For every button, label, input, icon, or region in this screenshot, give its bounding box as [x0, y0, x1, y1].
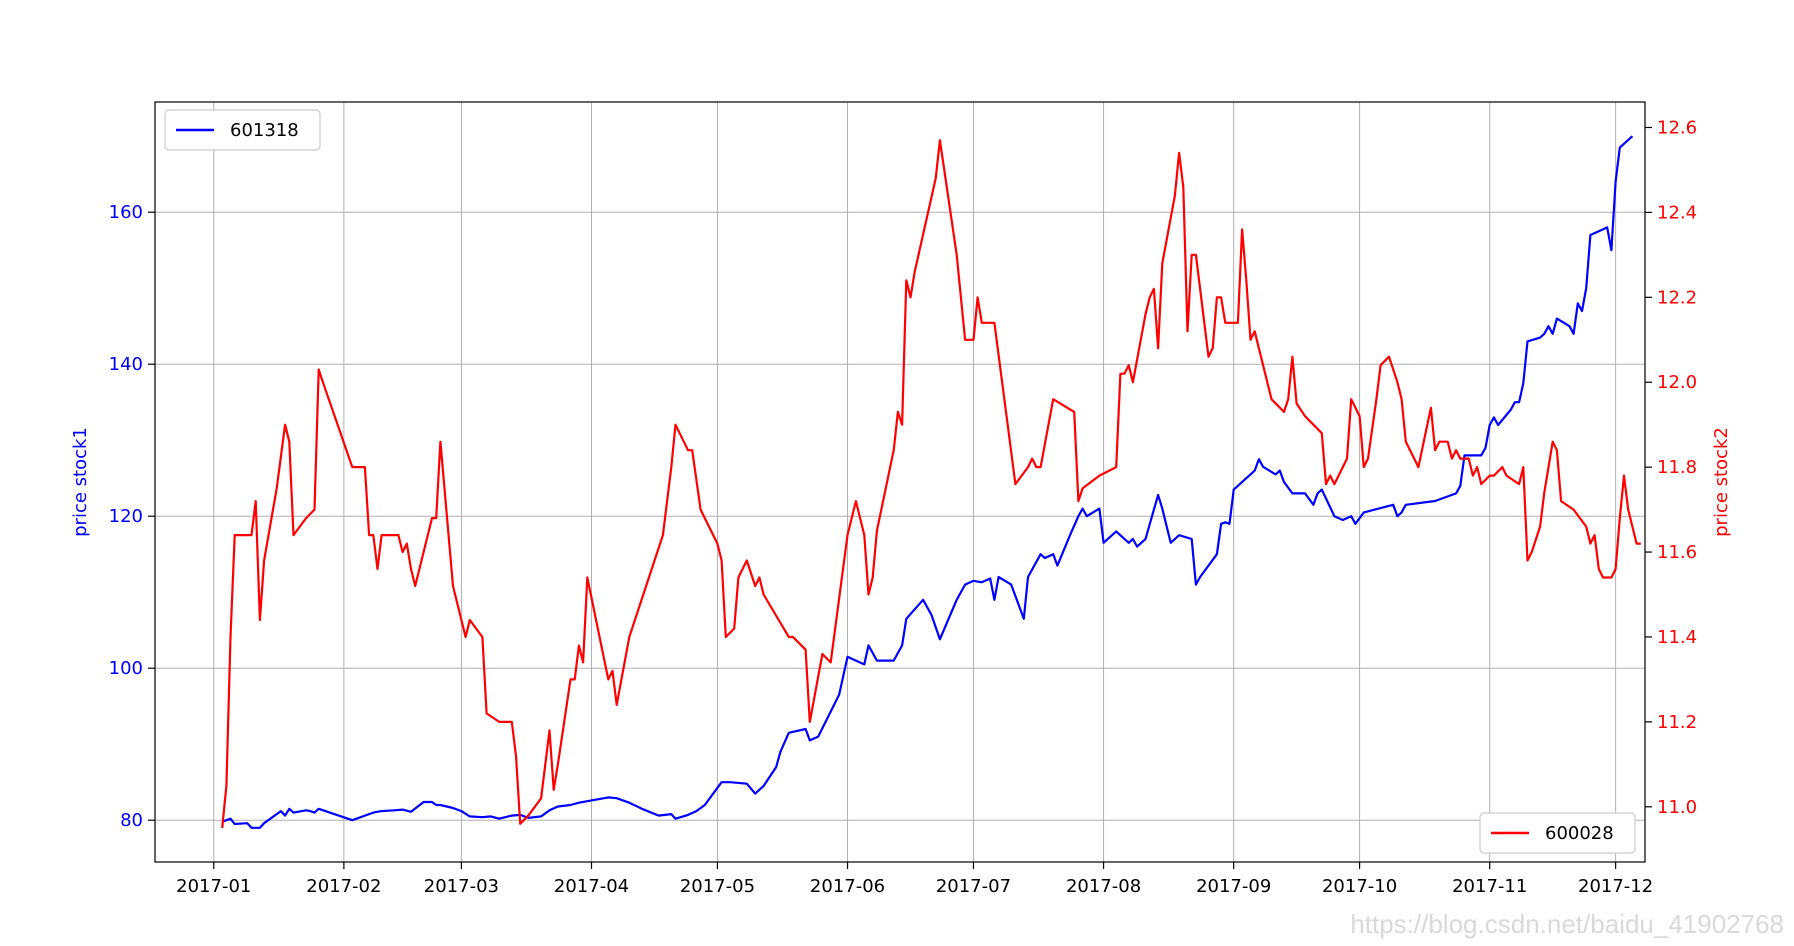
y1-tick-label: 140 — [109, 354, 143, 375]
y2-tick-label: 12.2 — [1657, 287, 1697, 308]
watermark-text: https://blog.csdn.net/baidu_41902768 — [1350, 909, 1784, 939]
x-tick-label: 2017-11 — [1452, 876, 1527, 897]
y1-axis-label: price stock1 — [70, 427, 91, 537]
legend-right: 600028 — [1479, 812, 1636, 854]
y2-axis-right: 11.0 11.2 11.4 11.6 11.8 12.0 12.2 12.4 12.6 — [1645, 117, 1697, 818]
x-tick-label: 2017-04 — [554, 876, 629, 897]
x-tick-label: 2017-10 — [1322, 876, 1397, 897]
y2-tick-label: 12.4 — [1657, 202, 1697, 223]
x-tick-label: 2017-02 — [306, 876, 381, 897]
y2-tick-label: 11.4 — [1657, 627, 1697, 648]
legend-right-box — [1479, 812, 1636, 854]
y2-tick-label: 11.0 — [1657, 797, 1697, 818]
x-tick-label: 2017-03 — [424, 876, 499, 897]
series-line-600028 — [221, 139, 1641, 829]
legend-left-label: 601318 — [230, 120, 299, 141]
y1-tick-label: 160 — [109, 202, 143, 223]
x-tick-label: 2017-09 — [1196, 876, 1271, 897]
y1-tick-label: 100 — [109, 658, 143, 679]
plot-frame — [154, 101, 1646, 863]
y1-tick-label: 120 — [109, 506, 143, 527]
x-tick-label: 2017-08 — [1066, 876, 1141, 897]
series-layer — [221, 135, 1641, 829]
x-tick-label: 2017-06 — [810, 876, 885, 897]
y2-tick-label: 12.6 — [1657, 117, 1697, 138]
x-tick-label: 2017-05 — [680, 876, 755, 897]
legend-left: 601318 — [164, 109, 321, 151]
x-tick-label: 2017-01 — [176, 876, 251, 897]
x-tick-label: 2017-07 — [936, 876, 1011, 897]
y2-tick-label: 11.8 — [1657, 457, 1697, 478]
series-line-601318 — [221, 135, 1634, 829]
y2-tick-label: 11.6 — [1657, 542, 1697, 563]
y1-tick-label: 80 — [120, 810, 143, 831]
y2-tick-label: 12.0 — [1657, 372, 1697, 393]
y2-axis-label: price stock2 — [1711, 427, 1732, 537]
y2-tick-label: 11.2 — [1657, 712, 1697, 733]
grid-lines — [155, 102, 1645, 862]
legend-left-box — [164, 109, 321, 151]
legend-right-label: 600028 — [1545, 823, 1614, 844]
x-tick-label: 2017-12 — [1578, 876, 1653, 897]
x-axis: 2017-01 2017-02 2017-03 2017-04 2017-05 2017-… — [176, 862, 1653, 897]
y1-axis-left: 80 100 120 140 160 — [109, 202, 155, 831]
